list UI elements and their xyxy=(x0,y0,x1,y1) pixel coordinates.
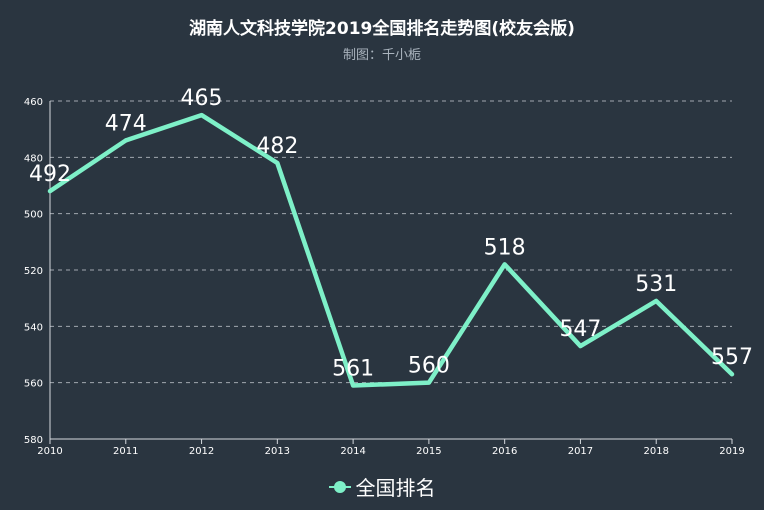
y-tick-label: 480 xyxy=(24,153,43,164)
data-label: 560 xyxy=(408,354,450,379)
x-tick-label: 2011 xyxy=(113,446,138,457)
grid-lines xyxy=(50,100,732,384)
data-label: 547 xyxy=(559,317,601,342)
data-label: 518 xyxy=(484,235,526,260)
x-tick-label: 2010 xyxy=(37,446,62,457)
x-tick-label: 2012 xyxy=(189,446,214,457)
data-label: 482 xyxy=(256,134,298,159)
y-tick-label: 540 xyxy=(24,322,43,333)
y-tick-label: 460 xyxy=(24,97,43,108)
data-label: 561 xyxy=(332,356,374,381)
data-label: 531 xyxy=(635,272,677,297)
y-tick-label: 500 xyxy=(24,210,43,221)
legend[interactable]: 全国排名 xyxy=(0,472,764,501)
x-tick-label: 2015 xyxy=(416,446,441,457)
series xyxy=(47,112,735,388)
x-axis-ticks: 2010 2011 2012 2013 2014 2015 2016 2017 2018 2019 xyxy=(37,439,745,457)
data-label: 465 xyxy=(181,86,223,111)
data-label: 492 xyxy=(29,162,71,187)
legend-item-label[interactable]: 全国排名 xyxy=(355,476,436,500)
chart-subtitle: 制图：千小栀 xyxy=(342,48,421,63)
series-line-0 xyxy=(47,112,735,388)
x-tick-label: 2017 xyxy=(568,446,593,457)
data-labels: 492 474 465 482 561 560 518 547 531 557 xyxy=(29,86,753,381)
data-label: 557 xyxy=(711,345,753,370)
legend-line-dot-icon xyxy=(328,480,351,493)
x-tick-label: 2013 xyxy=(265,446,290,457)
x-tick-label: 2016 xyxy=(492,446,517,457)
y-tick-label: 520 xyxy=(24,266,43,277)
x-tick-label: 2019 xyxy=(719,446,744,457)
x-tick-label: 2018 xyxy=(643,446,668,457)
data-label: 474 xyxy=(105,111,147,136)
x-tick-label: 2014 xyxy=(340,446,365,457)
chart-title: 湖南人文科技学院2019全国排名走势图(校友会版) xyxy=(189,19,575,39)
y-axis-ticks: 460 480 500 520 540 560 580 xyxy=(24,97,43,446)
axes xyxy=(49,101,732,440)
y-tick-label: 580 xyxy=(24,435,43,446)
y-tick-label: 560 xyxy=(24,379,43,390)
